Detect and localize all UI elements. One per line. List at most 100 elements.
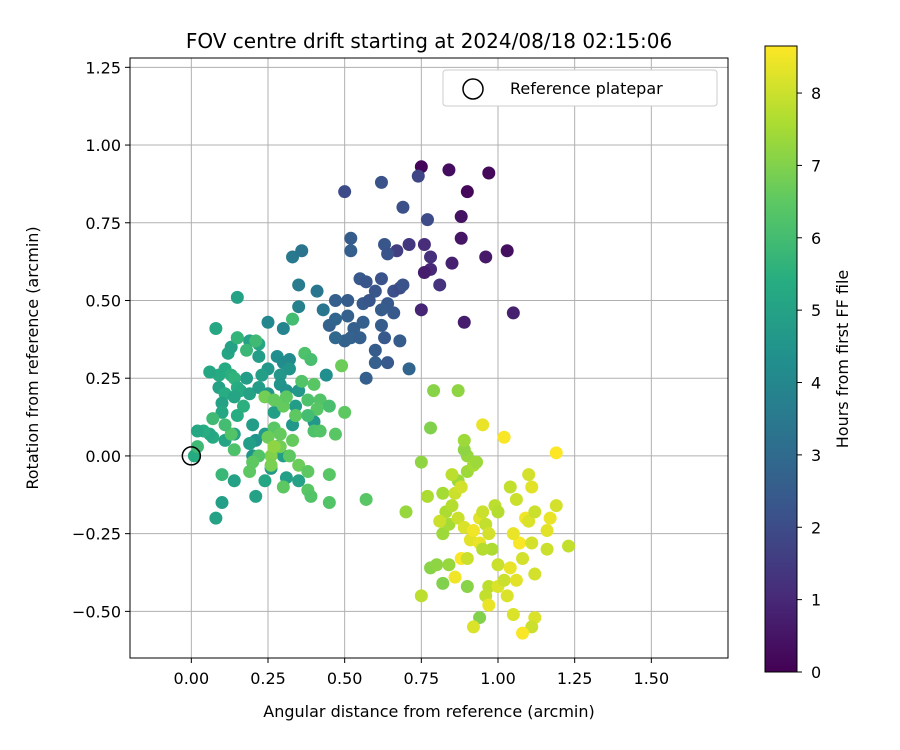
chart-title: FOV centre drift starting at 2024/08/18 … [186, 29, 672, 53]
scatter-point [215, 468, 229, 482]
scatter-point [466, 620, 480, 634]
scatter-point [335, 359, 349, 373]
scatter-point [190, 440, 204, 454]
scatter-point [497, 430, 511, 444]
scatter-point [476, 505, 490, 519]
scatter-point [503, 480, 517, 494]
scatter-point [460, 552, 474, 566]
scatter-point [402, 362, 416, 376]
scatter-point [322, 399, 336, 413]
scatter-point [433, 514, 447, 528]
scatter-point [506, 306, 520, 320]
scatter-point [338, 405, 352, 419]
colorbar-tick-label: 6 [811, 229, 821, 248]
scatter-point [451, 384, 465, 398]
scatter-point [445, 499, 459, 513]
x-tick-label: 0.75 [404, 669, 440, 688]
scatter-point [224, 340, 238, 354]
scatter-point [243, 436, 257, 450]
y-tick-label: 0.25 [85, 369, 121, 388]
scatter-point [227, 390, 241, 404]
scatter-point [304, 353, 318, 367]
scatter-point [387, 306, 401, 320]
scatter-point [476, 418, 490, 432]
scatter-point [267, 393, 281, 407]
scatter-point [249, 334, 263, 348]
scatter-point [310, 402, 324, 416]
scatter-point [230, 409, 244, 423]
x-axis-ticks: 0.00 0.25 0.50 0.75 1.00 1.25 1.50 [174, 658, 669, 688]
colorbar-tick-label: 2 [811, 518, 821, 537]
scatter-point [500, 244, 514, 258]
scatter-point [261, 430, 275, 444]
scatter-point [310, 284, 324, 298]
scatter-point [506, 527, 520, 541]
scatter-point [295, 244, 309, 258]
reference-platepar-marker [181, 446, 202, 466]
scatter-point [525, 620, 539, 634]
scatter-point [264, 458, 278, 472]
x-tick-label: 1.00 [480, 669, 516, 688]
scatter-point [301, 393, 315, 407]
scatter-point [374, 318, 388, 332]
scatter-point [353, 331, 367, 345]
scatter-point [295, 374, 309, 388]
scatter-point [414, 303, 428, 317]
scatter-point [509, 492, 523, 506]
scatter-point [374, 175, 388, 189]
scatter-point [258, 474, 272, 488]
colorbar-label: Hours from first FF file [833, 270, 852, 449]
scatter-point [362, 293, 376, 307]
scatter-point [273, 368, 287, 382]
x-axis-label: Angular distance from reference (arcmin) [263, 702, 594, 721]
scatter-point [313, 424, 327, 438]
y-tick-label: 0.50 [85, 291, 121, 310]
scatter-point [359, 492, 373, 506]
colorbar-tick-label: 4 [811, 374, 821, 393]
scatter-point [301, 464, 315, 478]
scatter-point [491, 558, 505, 572]
scatter-point [402, 238, 416, 252]
scatter-point [328, 427, 342, 441]
scatter-point [512, 536, 526, 550]
scatter-point [454, 480, 468, 494]
y-tick-label: −0.50 [72, 602, 121, 621]
scatter-point [442, 163, 456, 177]
scatter-point [286, 312, 300, 326]
scatter-point [424, 250, 438, 264]
scatter-point [218, 418, 232, 432]
scatter-point [430, 558, 444, 572]
scatter-point [516, 552, 530, 566]
scatter-point [227, 474, 241, 488]
scatter-point [227, 443, 241, 457]
scatter-point [267, 440, 281, 454]
scatter-point [224, 427, 238, 441]
scatter-point [190, 424, 204, 438]
scatter-point [215, 405, 229, 419]
scatter-point [209, 321, 223, 335]
scatter-point [460, 185, 474, 199]
scatter-point [282, 362, 296, 376]
scatter-point [396, 200, 410, 214]
scatter-point [427, 384, 441, 398]
scatter-point [506, 607, 520, 621]
scatter-point [411, 169, 425, 183]
scatter-point [466, 524, 480, 538]
scatter-point [243, 464, 257, 478]
scatter-point [528, 505, 542, 519]
scatter-point [414, 589, 428, 603]
legend: Reference platepar [442, 69, 718, 107]
scatter-point [470, 455, 484, 469]
scatter-point [252, 381, 266, 395]
scatter-point [509, 573, 523, 587]
scatter-point [273, 427, 287, 441]
scatter-point [236, 399, 250, 413]
scatter-point [255, 368, 269, 382]
scatter-point [525, 480, 539, 494]
scatter-point [482, 527, 496, 541]
scatter-point [445, 468, 459, 482]
scatter-point [420, 213, 434, 227]
scatter-point [252, 349, 266, 363]
scatter-point [479, 250, 493, 264]
scatter-point [460, 579, 474, 593]
